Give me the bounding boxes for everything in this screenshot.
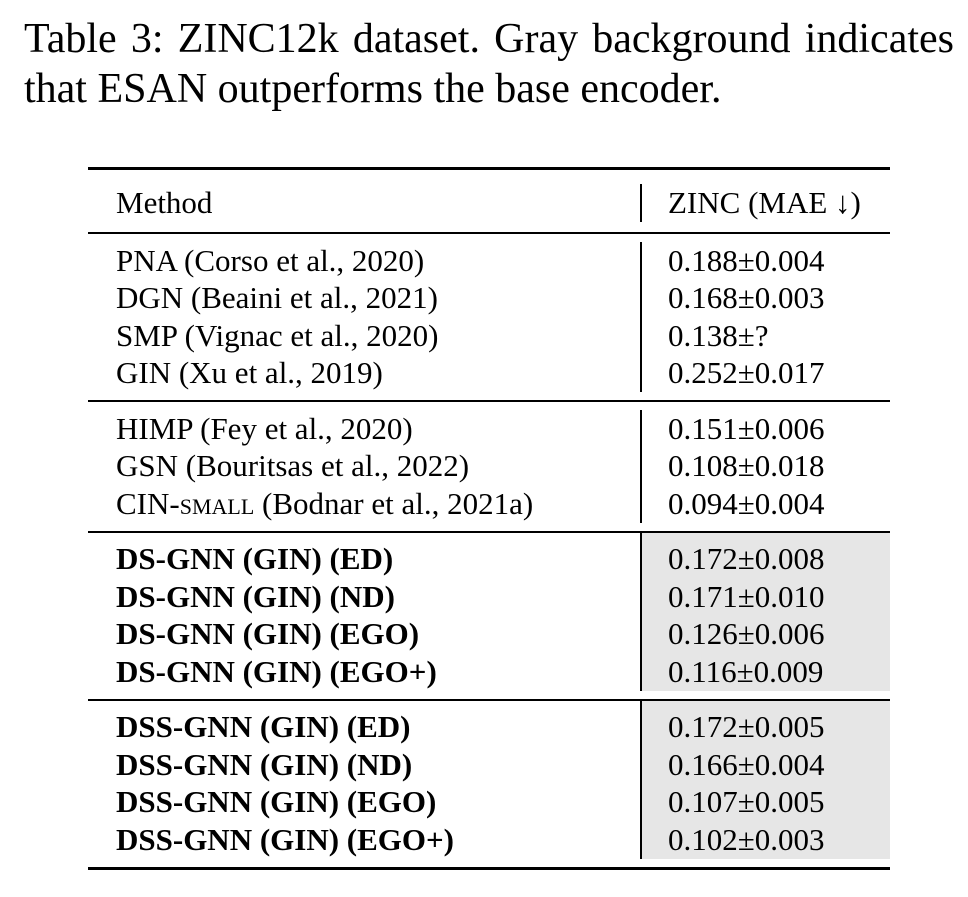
table-row: GSN (Bouritsas et al., 2022) 0.108±0.018 bbox=[88, 447, 890, 485]
table-row: DSS-GNN (GIN) (ND) 0.166±0.004 bbox=[88, 746, 890, 784]
bottom-rule bbox=[88, 866, 890, 871]
value-cell: 0.094±0.004 bbox=[668, 485, 825, 521]
value-cell: 0.172±0.008 bbox=[642, 540, 890, 578]
value-cell: 0.108±0.018 bbox=[668, 448, 825, 484]
table-row: DSS-GNN (GIN) (ED) 0.172±0.005 bbox=[88, 708, 890, 746]
table-row: CIN-small (Bodnar et al., 2021a) 0.094±0… bbox=[88, 485, 890, 523]
value-cell: 0.138±? bbox=[668, 317, 769, 353]
table-row: DS-GNN (GIN) (ND) 0.171±0.010 bbox=[88, 578, 890, 616]
table-row: DGN (Beaini et al., 2021) 0.168±0.003 bbox=[88, 279, 890, 317]
method-cell: SMP (Vignac et al., 2020) bbox=[116, 317, 439, 353]
value-cell: 0.188±0.004 bbox=[668, 242, 825, 278]
method-prefix: CIN- bbox=[116, 485, 180, 521]
method-cell: PNA (Corso et al., 2020) bbox=[116, 242, 425, 278]
table-row: HIMP (Fey et al., 2020) 0.151±0.006 bbox=[88, 410, 890, 448]
value-cell: 0.102±0.003 bbox=[642, 821, 890, 859]
method-cell: DS-GNN (GIN) (ND) bbox=[116, 578, 395, 614]
method-cell: DSS-GNN (GIN) (EGO) bbox=[116, 784, 437, 820]
value-cell: 0.172±0.005 bbox=[642, 708, 890, 746]
method-cell: CIN-small (Bodnar et al., 2021a) bbox=[88, 485, 640, 523]
table-row: DSS-GNN (GIN) (EGO+) 0.102±0.003 bbox=[88, 821, 890, 859]
value-cell: 0.171±0.010 bbox=[642, 578, 890, 616]
value-cell: 0.116±0.009 bbox=[642, 653, 890, 691]
value-cell: 0.168±0.003 bbox=[668, 280, 825, 316]
table-row: DS-GNN (GIN) (EGO+) 0.116±0.009 bbox=[88, 653, 890, 691]
table-row: DSS-GNN (GIN) (EGO) 0.107±0.005 bbox=[88, 783, 890, 821]
value-cell: 0.151±0.006 bbox=[668, 410, 825, 446]
method-cell: HIMP (Fey et al., 2020) bbox=[116, 410, 413, 446]
value-cell: 0.107±0.005 bbox=[642, 783, 890, 821]
method-cell: DS-GNN (GIN) (EGO) bbox=[116, 616, 420, 652]
method-cell: GSN (Bouritsas et al., 2022) bbox=[116, 448, 470, 484]
method-cell: DSS-GNN (GIN) (ND) bbox=[116, 746, 413, 782]
column-separator bbox=[640, 170, 642, 233]
value-cell: 0.166±0.004 bbox=[642, 746, 890, 784]
method-cell: DSS-GNN (GIN) (EGO+) bbox=[116, 821, 455, 857]
table-row: DS-GNN (GIN) (ED) 0.172±0.008 bbox=[88, 540, 890, 578]
method-column-header: Method bbox=[116, 185, 213, 220]
results-table: Method ZINC (MAE ↓) PNA (Corso et al., 2… bbox=[88, 167, 890, 871]
top-rule bbox=[88, 167, 890, 171]
metric-column-header: ZINC (MAE ↓) bbox=[668, 185, 861, 220]
method-cell: DGN (Beaini et al., 2021) bbox=[116, 280, 438, 316]
method-cell: DS-GNN (GIN) (ED) bbox=[116, 541, 394, 577]
table-caption: Table 3: ZINC12k dataset. Gray backgroun… bbox=[24, 16, 954, 112]
method-smallcaps: small bbox=[179, 485, 255, 521]
value-cell: 0.252±0.017 bbox=[668, 355, 825, 391]
table-row: PNA (Corso et al., 2020) 0.188±0.004 bbox=[88, 242, 890, 280]
table-row: GIN (Xu et al., 2019) 0.252±0.017 bbox=[88, 354, 890, 392]
table-row: SMP (Vignac et al., 2020) 0.138±? bbox=[88, 317, 890, 355]
header-row: Method ZINC (MAE ↓) bbox=[88, 170, 890, 233]
value-cell: 0.126±0.006 bbox=[642, 615, 890, 653]
table-row: DS-GNN (GIN) (EGO) 0.126±0.006 bbox=[88, 615, 890, 653]
method-cell: GIN (Xu et al., 2019) bbox=[116, 355, 383, 391]
method-suffix: (Bodnar et al., 2021a) bbox=[254, 485, 534, 521]
method-cell: DSS-GNN (GIN) (ED) bbox=[116, 709, 411, 745]
method-cell: DS-GNN (GIN) (EGO+) bbox=[116, 653, 437, 689]
